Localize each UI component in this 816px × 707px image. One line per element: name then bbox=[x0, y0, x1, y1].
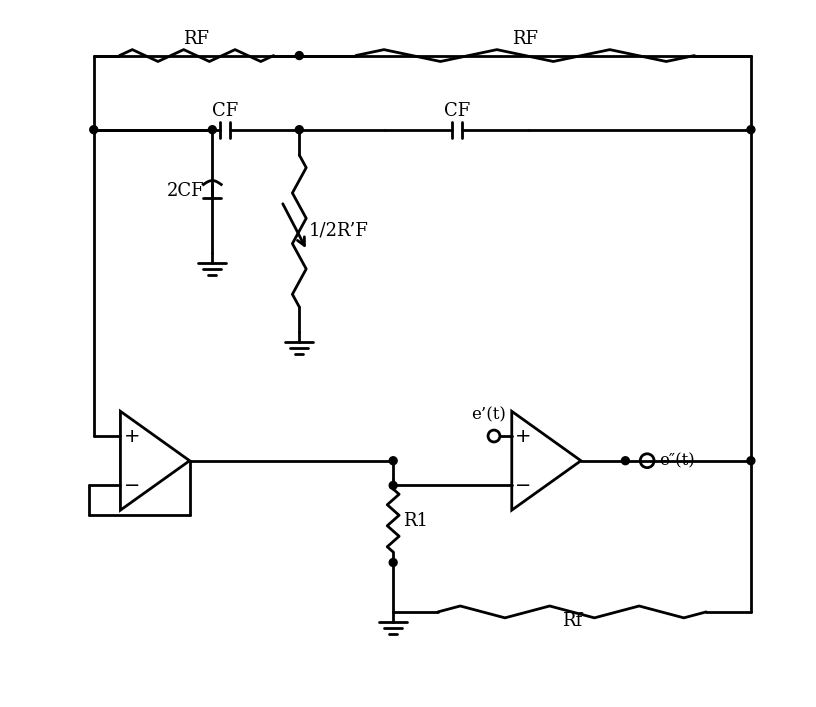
Circle shape bbox=[389, 559, 397, 566]
Circle shape bbox=[622, 457, 629, 464]
Circle shape bbox=[747, 126, 755, 134]
Text: CF: CF bbox=[212, 102, 238, 119]
Text: RF: RF bbox=[184, 30, 210, 47]
Text: CF: CF bbox=[444, 102, 470, 119]
Circle shape bbox=[295, 52, 304, 59]
Text: +: + bbox=[516, 426, 532, 445]
Text: e″(t): e″(t) bbox=[659, 452, 694, 469]
Text: 1/2R’F: 1/2R’F bbox=[309, 222, 369, 240]
Text: RF: RF bbox=[512, 30, 538, 47]
Text: −: − bbox=[516, 476, 532, 495]
Circle shape bbox=[389, 457, 397, 464]
Circle shape bbox=[295, 126, 304, 134]
Text: R1: R1 bbox=[403, 511, 428, 530]
Text: −: − bbox=[124, 476, 140, 495]
Text: Rf: Rf bbox=[562, 612, 582, 630]
Circle shape bbox=[389, 481, 397, 489]
Circle shape bbox=[208, 126, 216, 134]
Text: 2CF: 2CF bbox=[166, 182, 205, 200]
Circle shape bbox=[747, 457, 755, 464]
Circle shape bbox=[90, 126, 98, 134]
Text: +: + bbox=[124, 426, 140, 445]
Text: e’(t): e’(t) bbox=[472, 406, 507, 423]
